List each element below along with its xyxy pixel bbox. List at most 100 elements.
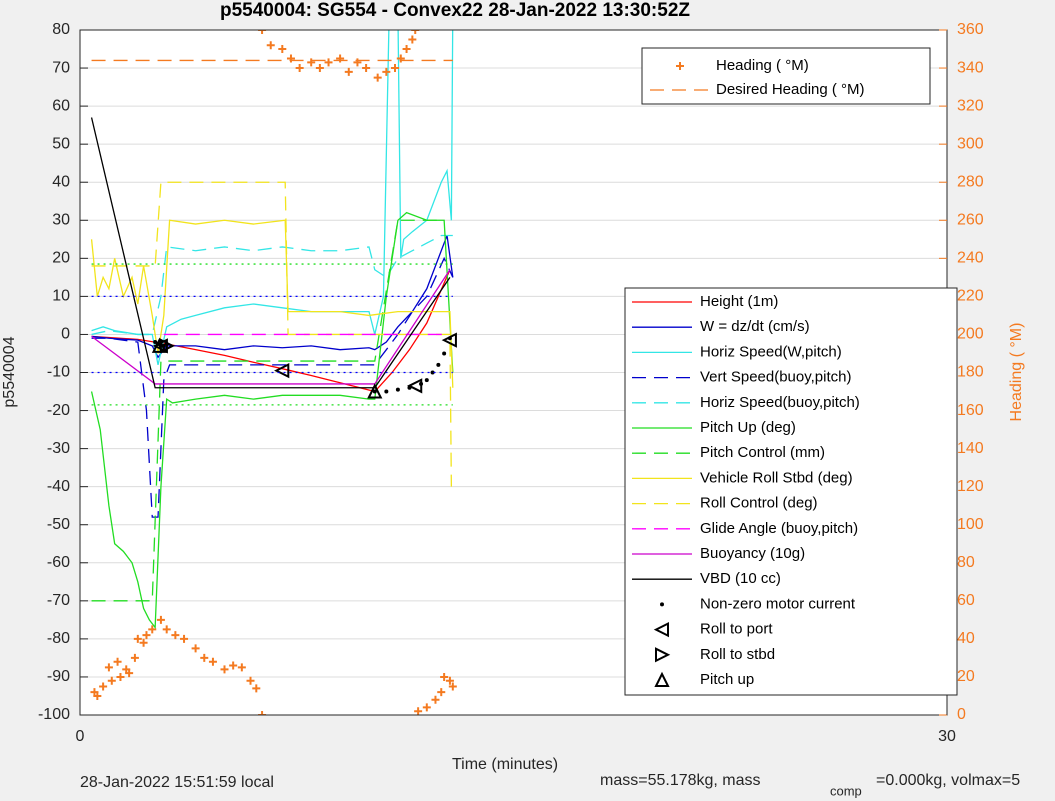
y-tick-label: 60 <box>52 97 70 114</box>
heading-marker <box>148 625 157 634</box>
y2-tick-label: 60 <box>957 592 975 609</box>
legend-label: Vehicle Roll Stbd (deg) <box>700 469 853 486</box>
y2-tick-label: 300 <box>957 135 984 152</box>
y-tick-label: 0 <box>61 326 70 343</box>
legend-label: Non-zero motor current <box>700 595 856 612</box>
heading-marker <box>315 64 324 73</box>
legend-heading <box>641 47 931 105</box>
y-tick-label: 50 <box>52 135 70 152</box>
heading-marker <box>246 676 255 685</box>
y-tick-label: 40 <box>52 173 70 190</box>
y-tick-label: -30 <box>47 440 70 457</box>
y2-tick-label: 180 <box>957 364 984 381</box>
heading-marker <box>431 695 440 704</box>
motor-dot <box>430 370 435 375</box>
motor-dot <box>660 602 664 607</box>
heading-marker <box>133 634 142 643</box>
heading-marker <box>396 54 405 63</box>
heading-marker <box>437 688 446 697</box>
y-tick-label: -40 <box>47 478 70 495</box>
y2-tick-label: 120 <box>957 478 984 495</box>
y-tick-label: 10 <box>52 288 70 305</box>
heading-marker <box>440 672 449 681</box>
legend-label: VBD (10 cc) <box>700 570 781 587</box>
legend-label: Roll Control (deg) <box>700 495 818 512</box>
footer-tail: =0.000kg, volmax=5 <box>876 772 1020 789</box>
y-tick-label: -100 <box>38 706 70 723</box>
heading-marker <box>156 615 165 624</box>
heading-marker <box>414 707 423 715</box>
heading-marker <box>286 54 295 63</box>
heading-marker <box>93 691 102 700</box>
motor-dot <box>442 351 447 356</box>
motor-dot <box>384 389 389 394</box>
heading-marker <box>324 58 333 67</box>
legend-label: Horiz Speed(buoy,pitch) <box>700 394 860 411</box>
x-tick-label: 30 <box>938 728 956 745</box>
y-tick-label: -10 <box>47 364 70 381</box>
heading-marker <box>353 58 362 67</box>
heading-marker <box>422 703 431 712</box>
heading-marker <box>676 62 684 70</box>
heading-marker <box>171 631 180 640</box>
legend-label: Glide Angle (buoy,pitch) <box>700 520 858 537</box>
series-line <box>90 117 451 389</box>
series-line <box>90 219 454 388</box>
heading-marker <box>382 67 391 76</box>
motor-dot <box>424 378 429 383</box>
legend-label: W = dz/dt (cm/s) <box>700 318 810 335</box>
event-marker <box>441 332 457 348</box>
legend-label: Roll to stbd <box>700 646 775 663</box>
heading-marker <box>107 676 116 685</box>
motor-dot <box>372 389 377 394</box>
heading-marker <box>373 73 382 82</box>
heading-marker <box>220 665 229 674</box>
y2-tick-label: 240 <box>957 250 984 267</box>
series-line <box>91 219 445 602</box>
y2-tick-label: 100 <box>957 516 984 533</box>
heading-marker <box>258 30 267 34</box>
motor-dot <box>395 387 400 392</box>
heading-marker <box>295 64 304 73</box>
heading-marker <box>307 58 316 67</box>
motor-dot <box>436 362 441 367</box>
x-tick-label: 0 <box>76 728 85 745</box>
heading-marker <box>116 672 125 681</box>
heading-marker <box>104 663 113 672</box>
footer-right: mass=55.178kg, mass <box>600 772 761 789</box>
heading-marker <box>278 45 287 54</box>
legend-label: Vert Speed(buoy,pitch) <box>700 369 851 386</box>
y-tick-label: -90 <box>47 668 70 685</box>
x-axis-label: Time (minutes) <box>452 756 558 773</box>
y-tick-label: 70 <box>52 59 70 76</box>
heading-marker <box>208 657 217 666</box>
heading-marker <box>125 669 134 678</box>
heading-marker <box>266 41 275 50</box>
legend-label: Pitch Control (mm) <box>700 444 825 461</box>
heading-marker <box>162 625 171 634</box>
heading-marker <box>408 35 417 44</box>
series-line <box>91 256 454 518</box>
heading-marker <box>180 634 189 643</box>
event-marker <box>367 383 383 399</box>
heading-marker <box>391 64 400 73</box>
event-marker <box>653 621 669 638</box>
y2-tick-label: 140 <box>957 440 984 457</box>
heading-marker <box>448 682 457 691</box>
y2-tick-label: 20 <box>957 668 975 685</box>
event-marker <box>274 362 290 379</box>
heading-marker <box>130 653 139 662</box>
heading-marker <box>362 64 371 73</box>
heading-marker <box>344 67 353 76</box>
legend-label: Height (1m) <box>700 293 778 310</box>
y-axis-label: p5540004 <box>1 336 18 407</box>
y2-tick-label: 0 <box>957 706 966 723</box>
footer-left: 28-Jan-2022 15:51:59 local <box>80 774 274 791</box>
legend-label: Pitch up <box>700 671 754 688</box>
y-tick-label: -60 <box>47 554 70 571</box>
y2-tick-label: 40 <box>957 630 975 647</box>
y2-tick-label: 280 <box>957 173 984 190</box>
y-tick-label: -50 <box>47 516 70 533</box>
y-tick-label: -20 <box>47 402 70 419</box>
y2-tick-label: 200 <box>957 326 984 343</box>
